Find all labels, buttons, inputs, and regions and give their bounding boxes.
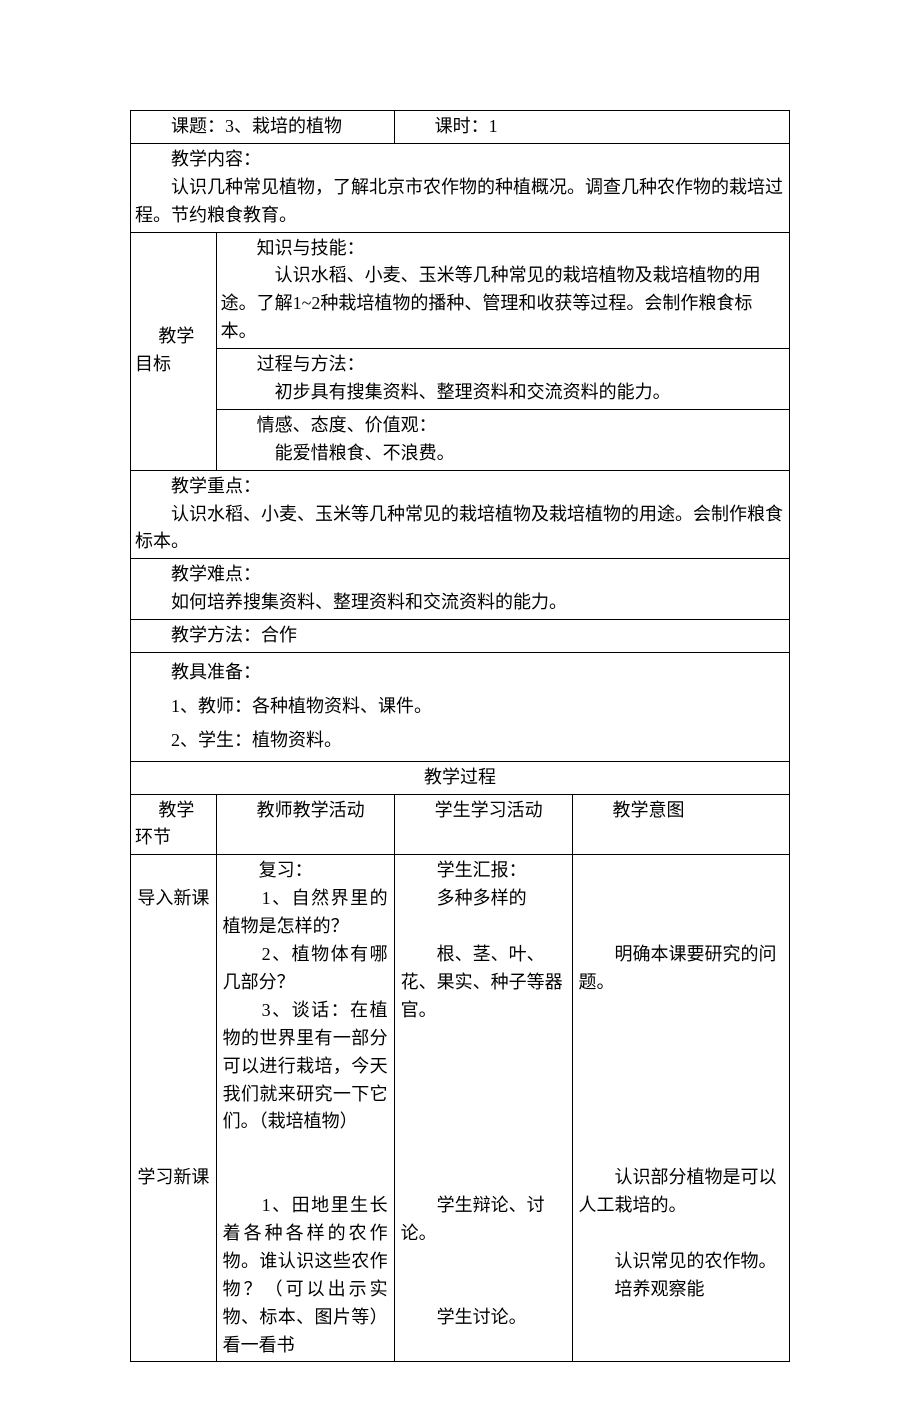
process-col1-text: 教学环节 [135,797,212,853]
header-row: 课题：3、栽培的植物 课时：1 [131,111,790,144]
process-intent-cell: 明确本课要研究的问题。 认识部分植物是可以人工栽培的。 认识常见的农作物。 培养… [572,855,790,1362]
objective-attitude-text: 能爱惜粮食、不浪费。 [221,440,785,468]
lesson-plan-table: 课题：3、栽培的植物 课时：1 教学内容： 认识几种常见植物，了解北京市农作物的… [130,110,790,1362]
objective-process-text: 初步具有搜集资料、整理资料和交流资料的能力。 [221,379,785,407]
process-col2-text: 教师教学活动 [221,797,390,825]
process-teacher-cell: 复习： 1、自然界里的植物是怎样的？ 2、植物体有哪几部分？ 3、谈话：在植物的… [216,855,394,1362]
topic-cell: 课题：3、栽培的植物 [131,111,395,144]
period-cell: 课时：1 [394,111,789,144]
process-intent-text: 明确本课要研究的问题。 认识部分植物是可以人工栽培的。 认识常见的农作物。 培养… [579,944,777,1299]
process-col3-text: 学生学习活动 [399,797,568,825]
keypoint-row: 教学重点： 认识水稻、小麦、玉米等几种常见的栽培植物及栽培植物的用途。会制作粮食… [131,470,790,559]
objective-process-cell: 过程与方法： 初步具有搜集资料、整理资料和交流资料的能力。 [216,349,789,410]
process-header-row: 教学过程 [131,761,790,794]
process-stage-cell: 导入新课 学习新课 [131,855,217,1362]
process-body-row: 导入新课 学习新课 复习： 1、自然界里的植物是怎样的？ 2、植物体有哪几部分？… [131,855,790,1362]
process-col-row: 教学环节 教师教学活动 学生学习活动 教学意图 [131,794,790,855]
objective-knowledge-text: 认识水稻、小麦、玉米等几种常见的栽培植物及栽培植物的用途。了解1~2种栽培植物的… [221,262,785,346]
process-col2: 教师教学活动 [216,794,394,855]
method-cell: 教学方法：合作 [131,620,790,653]
method-text: 教学方法：合作 [135,622,785,650]
process-header-text: 教学过程 [424,767,496,787]
difficult-text: 如何培养搜集资料、整理资料和交流资料的能力。 [135,589,785,617]
topic-text: 课题：3、栽培的植物 [135,113,390,141]
process-col4: 教学意图 [572,794,790,855]
content-text: 认识几种常见植物，了解北京市农作物的种植概况。调查几种农作物的栽培过程。节约粮食… [135,174,785,230]
objective-knowledge-row: 教学目标 知识与技能： 认识水稻、小麦、玉米等几种常见的栽培植物及栽培植物的用途… [131,232,790,349]
objective-attitude-title: 情感、态度、价值观： [221,412,785,440]
prep-title: 教具准备： [135,659,785,687]
content-cell: 教学内容： 认识几种常见植物，了解北京市农作物的种植概况。调查几种农作物的栽培过… [131,143,790,232]
process-col4-text: 教学意图 [577,797,786,825]
process-header-cell: 教学过程 [131,761,790,794]
difficult-row: 教学难点： 如何培养搜集资料、整理资料和交流资料的能力。 [131,559,790,620]
period-text: 课时：1 [399,113,785,141]
content-title: 教学内容： [135,146,785,174]
process-student-text: 学生汇报： 多种多样的 根、茎、叶、花、果实、种子等器官。 学生辩论、讨论。 学… [401,860,563,1326]
prep-cell: 教具准备： 1、教师：各种植物资料、课件。 2、学生：植物资料。 [131,653,790,762]
objective-attitude-cell: 情感、态度、价值观： 能爱惜粮食、不浪费。 [216,409,789,470]
objective-label: 教学目标 [135,323,212,379]
objective-process-row: 过程与方法： 初步具有搜集资料、整理资料和交流资料的能力。 [131,349,790,410]
difficult-cell: 教学难点： 如何培养搜集资料、整理资料和交流资料的能力。 [131,559,790,620]
process-stage-text: 导入新课 学习新课 [137,888,209,1187]
process-col1: 教学环节 [131,794,217,855]
objective-attitude-row: 情感、态度、价值观： 能爱惜粮食、不浪费。 [131,409,790,470]
content-row: 教学内容： 认识几种常见植物，了解北京市农作物的种植概况。调查几种农作物的栽培过… [131,143,790,232]
keypoint-text: 认识水稻、小麦、玉米等几种常见的栽培植物及栽培植物的用途。会制作粮食标本。 [135,501,785,557]
method-row: 教学方法：合作 [131,620,790,653]
prep-row: 教具准备： 1、教师：各种植物资料、课件。 2、学生：植物资料。 [131,653,790,762]
prep-line2: 2、学生：植物资料。 [135,727,785,755]
keypoint-cell: 教学重点： 认识水稻、小麦、玉米等几种常见的栽培植物及栽培植物的用途。会制作粮食… [131,470,790,559]
lesson-plan-page: 课题：3、栽培的植物 课时：1 教学内容： 认识几种常见植物，了解北京市农作物的… [0,0,920,1402]
process-teacher-text: 复习： 1、自然界里的植物是怎样的？ 2、植物体有哪几部分？ 3、谈话：在植物的… [223,860,388,1354]
objective-knowledge-title: 知识与技能： [221,235,785,263]
objective-label-cell: 教学目标 [131,232,217,470]
difficult-title: 教学难点： [135,561,785,589]
keypoint-title: 教学重点： [135,473,785,501]
prep-line1: 1、教师：各种植物资料、课件。 [135,693,785,721]
process-student-cell: 学生汇报： 多种多样的 根、茎、叶、花、果实、种子等器官。 学生辩论、讨论。 学… [394,855,572,1362]
objective-knowledge-cell: 知识与技能： 认识水稻、小麦、玉米等几种常见的栽培植物及栽培植物的用途。了解1~… [216,232,789,349]
objective-process-title: 过程与方法： [221,351,785,379]
process-col3: 学生学习活动 [394,794,572,855]
